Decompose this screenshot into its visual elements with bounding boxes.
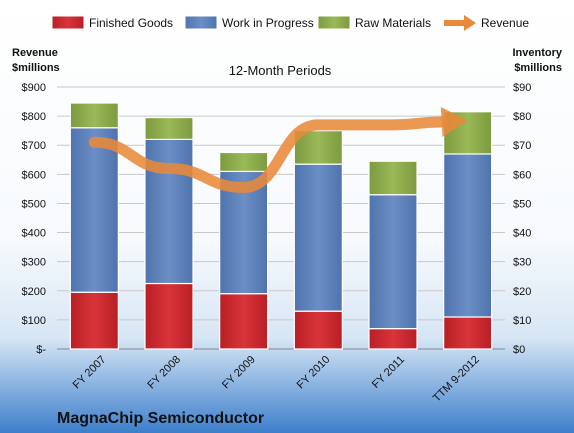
right-tick-label: $90 <box>513 82 531 94</box>
legend: Finished Goods Work in Progress Raw Materi… <box>51 15 529 31</box>
left-tick-label: $400 <box>22 228 46 240</box>
right-tick-label: $20 <box>513 286 531 298</box>
left-axis-title-line1: Revenue <box>12 47 58 59</box>
right-axis-title-line2: $millions <box>514 62 562 74</box>
bar-segment <box>443 316 493 350</box>
bar-segment <box>219 151 269 173</box>
gridlines <box>57 86 505 350</box>
right-tick-label: $70 <box>513 140 531 152</box>
left-tick-label: $300 <box>22 257 46 269</box>
bar-segment <box>293 310 343 350</box>
legend-label: Raw Materials <box>355 16 431 30</box>
revenue-arrowhead <box>440 107 468 137</box>
bars <box>69 102 493 350</box>
left-tick-label: $100 <box>22 315 46 327</box>
bar-segment <box>368 328 418 350</box>
left-tick-label: $600 <box>22 169 46 181</box>
left-tick-label: $900 <box>22 82 46 94</box>
left-tick-label: $500 <box>22 198 46 210</box>
bar-segment <box>368 160 418 196</box>
left-tick-label: $800 <box>22 111 46 123</box>
left-axis-ticks: $- $100 $200 $300 $400 $500 $600 $700 $800 $900 <box>22 82 47 356</box>
bar-segment <box>144 116 194 140</box>
right-tick-label: $80 <box>513 111 531 123</box>
left-tick-label: $700 <box>22 140 46 152</box>
right-axis-ticks: $0 $10 $20 $30 $40 $50 $60 $70 $80 $90 <box>513 82 531 356</box>
bar-segment <box>368 194 418 330</box>
bar-segment <box>293 163 343 312</box>
right-tick-label: $10 <box>513 315 531 327</box>
right-tick-label: $60 <box>513 169 531 181</box>
legend-swatch <box>51 15 85 30</box>
bar-segment <box>219 293 269 350</box>
bar-segment <box>293 130 343 165</box>
revenue-line <box>88 107 468 193</box>
legend-arrow-swatch <box>464 15 476 31</box>
legend-label: Work in Progress <box>222 16 314 30</box>
legend-swatch <box>317 15 351 30</box>
left-axis-title-line2: $millions <box>12 62 60 74</box>
company-name: MagnaChip Semiconductor <box>57 410 264 427</box>
legend-label: Finished Goods <box>89 16 173 30</box>
bar-segment <box>69 127 119 293</box>
right-tick-label: $0 <box>513 344 525 356</box>
right-axis-title-line1: Inventory <box>512 47 562 59</box>
left-tick-label: $- <box>36 344 46 356</box>
right-tick-label: $50 <box>513 198 531 210</box>
revenue-line-path <box>88 116 448 193</box>
bar-segment <box>69 102 119 129</box>
legend-swatch <box>184 15 218 30</box>
legend-label: Revenue <box>481 16 529 30</box>
bar-segment <box>69 291 119 350</box>
chart-subtitle: 12-Month Periods <box>229 63 332 78</box>
bar-segment <box>443 153 493 318</box>
right-tick-label: $40 <box>513 228 531 240</box>
right-tick-label: $30 <box>513 257 531 269</box>
left-tick-label: $200 <box>22 286 46 298</box>
bar-segment <box>144 282 194 350</box>
